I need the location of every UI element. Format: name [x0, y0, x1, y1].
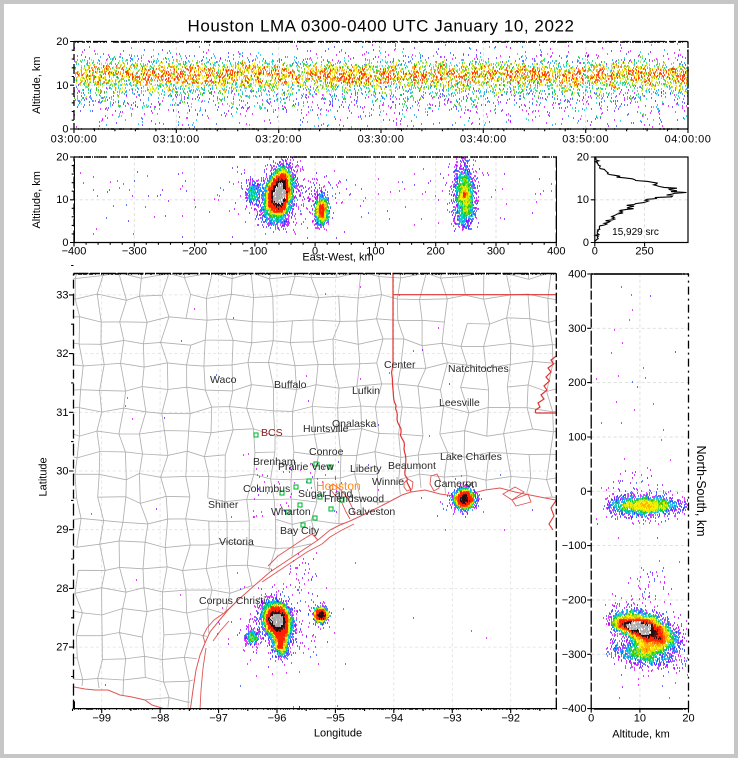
svg-text:15,929 src: 15,929 src: [612, 227, 659, 238]
svg-text:31: 31: [56, 407, 68, 419]
svg-text:−97: −97: [209, 713, 228, 725]
svg-text:Natchitoches: Natchitoches: [448, 363, 509, 375]
svg-text:−93: −93: [443, 713, 462, 725]
svg-text:Buffalo: Buffalo: [274, 379, 307, 391]
svg-text:−200: −200: [182, 246, 207, 258]
svg-text:Longitude: Longitude: [314, 728, 362, 740]
svg-text:33: 33: [56, 289, 68, 301]
svg-text:300: 300: [568, 323, 586, 335]
svg-text:30: 30: [56, 466, 68, 478]
svg-text:10: 10: [577, 194, 589, 206]
svg-text:28: 28: [56, 583, 68, 595]
svg-text:04:00:00: 04:00:00: [665, 134, 712, 146]
svg-text:Liberty: Liberty: [350, 463, 382, 475]
svg-text:300: 300: [487, 246, 505, 258]
svg-text:250: 250: [635, 246, 653, 258]
svg-text:Galveston: Galveston: [348, 506, 395, 518]
svg-text:North-South, km: North-South, km: [694, 445, 708, 536]
svg-text:03:50:00: 03:50:00: [562, 134, 609, 146]
svg-text:East-West, km: East-West, km: [302, 252, 373, 264]
svg-text:Corpus Christi: Corpus Christi: [199, 595, 266, 607]
svg-text:200: 200: [427, 246, 445, 258]
svg-text:−99: −99: [92, 713, 111, 725]
svg-text:BCS: BCS: [261, 427, 283, 439]
svg-text:03:30:00: 03:30:00: [358, 134, 405, 146]
svg-text:Lake Charles: Lake Charles: [440, 451, 502, 463]
svg-text:20: 20: [56, 152, 68, 164]
svg-text:Huntsville: Huntsville: [303, 423, 349, 435]
svg-text:Lufkin: Lufkin: [352, 385, 380, 397]
svg-text:Wharton: Wharton: [271, 506, 311, 518]
svg-text:Brenham: Brenham: [253, 456, 296, 468]
svg-text:−98: −98: [151, 713, 170, 725]
svg-text:32: 32: [56, 348, 68, 360]
svg-text:Winnie: Winnie: [372, 476, 404, 488]
svg-text:−95: −95: [326, 713, 345, 725]
svg-text:Victoria: Victoria: [219, 536, 254, 548]
svg-text:−300: −300: [122, 246, 147, 258]
svg-text:Houston LMA 0300-0400 UTC Janu: Houston LMA 0300-0400 UTC January 10, 20…: [188, 17, 575, 36]
svg-text:Beaumont: Beaumont: [388, 460, 436, 472]
svg-text:Houston: Houston: [316, 479, 361, 493]
svg-text:Latitude: Latitude: [38, 457, 50, 496]
svg-text:−96: −96: [268, 713, 287, 725]
svg-text:Altitude, km: Altitude, km: [31, 56, 43, 113]
svg-text:0: 0: [62, 124, 68, 136]
svg-text:03:10:00: 03:10:00: [153, 134, 200, 146]
svg-text:03:00:00: 03:00:00: [51, 134, 98, 146]
svg-text:Altitude, km: Altitude, km: [612, 729, 669, 741]
svg-text:Prairie View: Prairie View: [278, 461, 334, 473]
svg-text:−94: −94: [384, 713, 403, 725]
svg-text:400: 400: [547, 246, 565, 258]
svg-text:−92: −92: [501, 713, 520, 725]
svg-text:Shiner: Shiner: [208, 499, 239, 511]
svg-text:0: 0: [583, 237, 589, 249]
svg-text:Center: Center: [384, 359, 416, 371]
svg-text:−100: −100: [562, 540, 587, 552]
svg-text:Friendswood: Friendswood: [324, 493, 384, 505]
svg-text:Waco: Waco: [210, 374, 237, 386]
svg-text:10: 10: [56, 194, 68, 206]
svg-text:Bay City: Bay City: [280, 525, 320, 537]
svg-text:Columbus: Columbus: [243, 483, 290, 495]
svg-text:20: 20: [56, 36, 68, 48]
svg-text:100: 100: [366, 246, 384, 258]
svg-text:03:20:00: 03:20:00: [255, 134, 302, 146]
svg-text:100: 100: [568, 432, 586, 444]
svg-text:0: 0: [592, 246, 598, 258]
svg-text:0: 0: [588, 713, 594, 725]
svg-text:29: 29: [56, 524, 68, 536]
svg-text:10: 10: [56, 80, 68, 92]
svg-text:−100: −100: [243, 246, 268, 258]
svg-text:10: 10: [634, 713, 646, 725]
svg-text:20: 20: [682, 713, 694, 725]
svg-text:−400: −400: [62, 246, 87, 258]
svg-text:Leesville: Leesville: [439, 397, 480, 409]
svg-text:−200: −200: [562, 595, 587, 607]
svg-text:0: 0: [580, 486, 586, 498]
svg-text:0: 0: [312, 246, 318, 258]
svg-text:03:40:00: 03:40:00: [460, 134, 507, 146]
svg-text:20: 20: [577, 152, 589, 164]
svg-text:0: 0: [62, 237, 68, 249]
svg-text:400: 400: [568, 269, 586, 281]
svg-text:27: 27: [56, 642, 68, 654]
svg-text:Sugar Land: Sugar Land: [298, 488, 352, 500]
svg-text:Cameron: Cameron: [434, 478, 477, 490]
svg-text:Onalaska: Onalaska: [332, 418, 377, 430]
svg-text:−400: −400: [562, 703, 587, 715]
svg-text:200: 200: [568, 377, 586, 389]
svg-text:Altitude, km: Altitude, km: [31, 171, 43, 228]
svg-text:Conroe: Conroe: [309, 446, 344, 458]
svg-text:−300: −300: [562, 649, 587, 661]
